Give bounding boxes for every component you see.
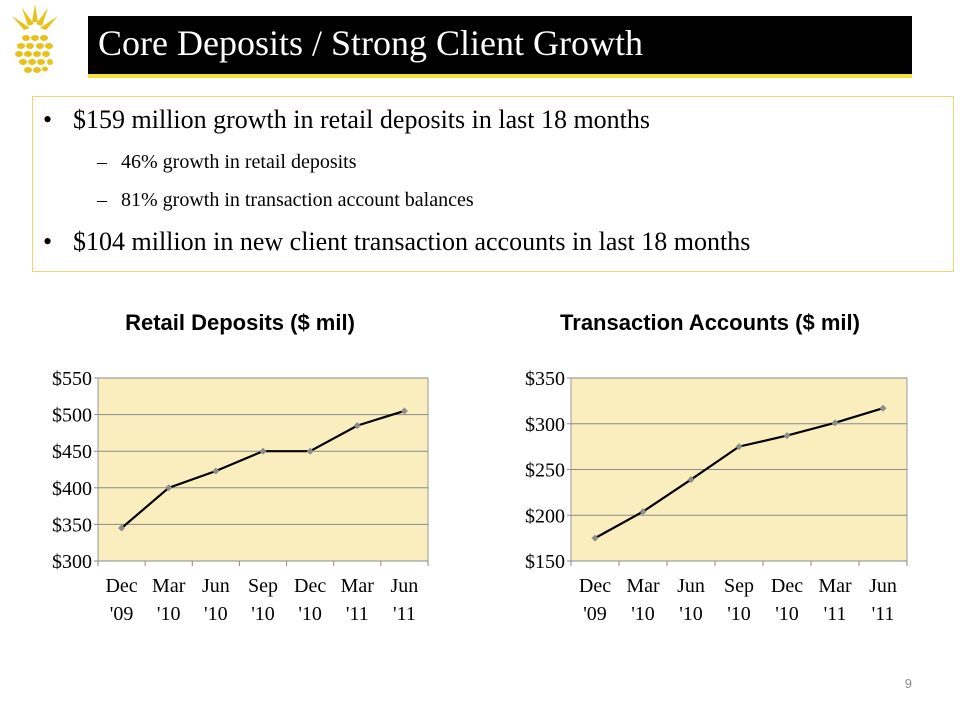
chart2-y-tick-label: $200 — [525, 505, 565, 527]
chart1-y-tick-label: $500 — [52, 405, 92, 427]
bullet-item: • $104 million in new client transaction … — [43, 227, 750, 257]
bullet-symbol: • — [43, 105, 53, 134]
chart1-x-tick-label: '10 — [157, 603, 181, 625]
chart1-x-tick-label: Mar — [152, 575, 186, 597]
chart2-x-tick-label: '10 — [775, 603, 799, 625]
bullet-symbol: • — [43, 227, 53, 256]
chart1-data-point — [212, 467, 220, 475]
chart2-x-tick-label: '11 — [872, 603, 895, 625]
chart1-data-point — [165, 484, 173, 492]
chart1-data-point — [306, 447, 314, 455]
sub-bullet-symbol: – — [97, 151, 107, 173]
chart1-x-tick-label: '10 — [204, 603, 228, 625]
sub-bullet-symbol: – — [97, 189, 107, 211]
chart1-x-tick-label: '09 — [110, 603, 134, 625]
chart2-y-tick-label: $300 — [525, 414, 565, 436]
chart2-x-tick-label: Mar — [626, 575, 660, 597]
chart2-x-tick-label: Sep — [724, 575, 754, 597]
chart2-x-tick-label: Mar — [818, 575, 852, 597]
title-bar: Core Deposits / Strong Client Growth — [88, 16, 912, 78]
chart1-x-tick-label: Jun — [202, 575, 230, 597]
chart2-x-tick-label: '11 — [824, 603, 847, 625]
chart1-y-tick-label: $350 — [52, 514, 92, 536]
chart2-data-point — [687, 476, 695, 484]
chart1-y-tick-label: $300 — [52, 551, 92, 573]
chart1-x-tick-label: Dec — [294, 575, 326, 597]
bullet-text: $159 million growth in retail deposits i… — [73, 105, 651, 134]
chart2-x-tick-label: '10 — [727, 603, 751, 625]
chart1-x-tick-label: Sep — [248, 575, 278, 597]
chart2-x-tick-label: '10 — [679, 603, 703, 625]
chart1-x-tick-label: '11 — [346, 603, 369, 625]
chart2-y-tick-label: $250 — [525, 460, 565, 482]
chart1-plot-area — [97, 377, 429, 562]
chart2-x-tick-label: '09 — [583, 603, 607, 625]
chart1-data-point — [259, 447, 267, 455]
chart1-x-tick-label: Dec — [105, 575, 137, 597]
bullet-item: • $159 million growth in retail deposits … — [43, 105, 650, 135]
sub-bullet-item: –46% growth in retail deposits — [97, 151, 357, 174]
chart1-x-tick-label: Jun — [391, 575, 419, 597]
chart-title-text: Transaction Accounts ($ mil) — [560, 310, 860, 335]
slide-title: Core Deposits / Strong Client Growth — [98, 23, 643, 63]
chart2-data-point — [879, 404, 887, 412]
sub-bullet-text: 81% growth in transaction account balanc… — [121, 189, 474, 211]
chart2-y-tick-label: $150 — [525, 551, 565, 573]
chart1-data-point — [400, 407, 408, 415]
chart1-x-tick-label: '11 — [393, 603, 416, 625]
page-number: 9 — [904, 676, 912, 691]
chart2-x-tick-label: '10 — [631, 603, 655, 625]
chart2-x-tick-label: Jun — [677, 575, 705, 597]
chart2-data-point — [639, 508, 647, 516]
chart1-y-tick-label: $450 — [52, 441, 92, 463]
chart1-data-point — [118, 524, 126, 532]
chart2-data-point — [831, 419, 839, 427]
chart2-x-tick-label: Jun — [869, 575, 897, 597]
chart1-x-tick-label: Mar — [341, 575, 375, 597]
sub-bullet-text: 46% growth in retail deposits — [121, 151, 357, 173]
chart1-y-tick-label: $550 — [52, 368, 92, 390]
chart1-y-tick-label: $400 — [52, 478, 92, 500]
chart-title-retail-deposits: Retail Deposits ($ mil) — [125, 310, 355, 335]
chart2-y-tick-label: $350 — [525, 368, 565, 390]
chart2-x-tick-label: Dec — [579, 575, 611, 597]
chart2-x-tick-label: Dec — [771, 575, 803, 597]
chart2-data-point — [735, 443, 743, 451]
chart2-data-point — [783, 432, 791, 440]
sub-bullet-item: –81% growth in transaction account balan… — [97, 189, 474, 212]
chart2-data-point — [591, 534, 599, 542]
chart1-x-tick-label: '10 — [298, 603, 322, 625]
bullet-text: $104 million in new client transaction a… — [73, 227, 751, 256]
chart-title-transaction-accounts: Transaction Accounts ($ mil) — [560, 310, 860, 336]
bullet-box: • $159 million growth in retail deposits … — [32, 96, 954, 272]
pineapple-icon — [12, 4, 58, 73]
chart1-data-point — [353, 422, 361, 430]
chart1-x-tick-label: '10 — [251, 603, 275, 625]
